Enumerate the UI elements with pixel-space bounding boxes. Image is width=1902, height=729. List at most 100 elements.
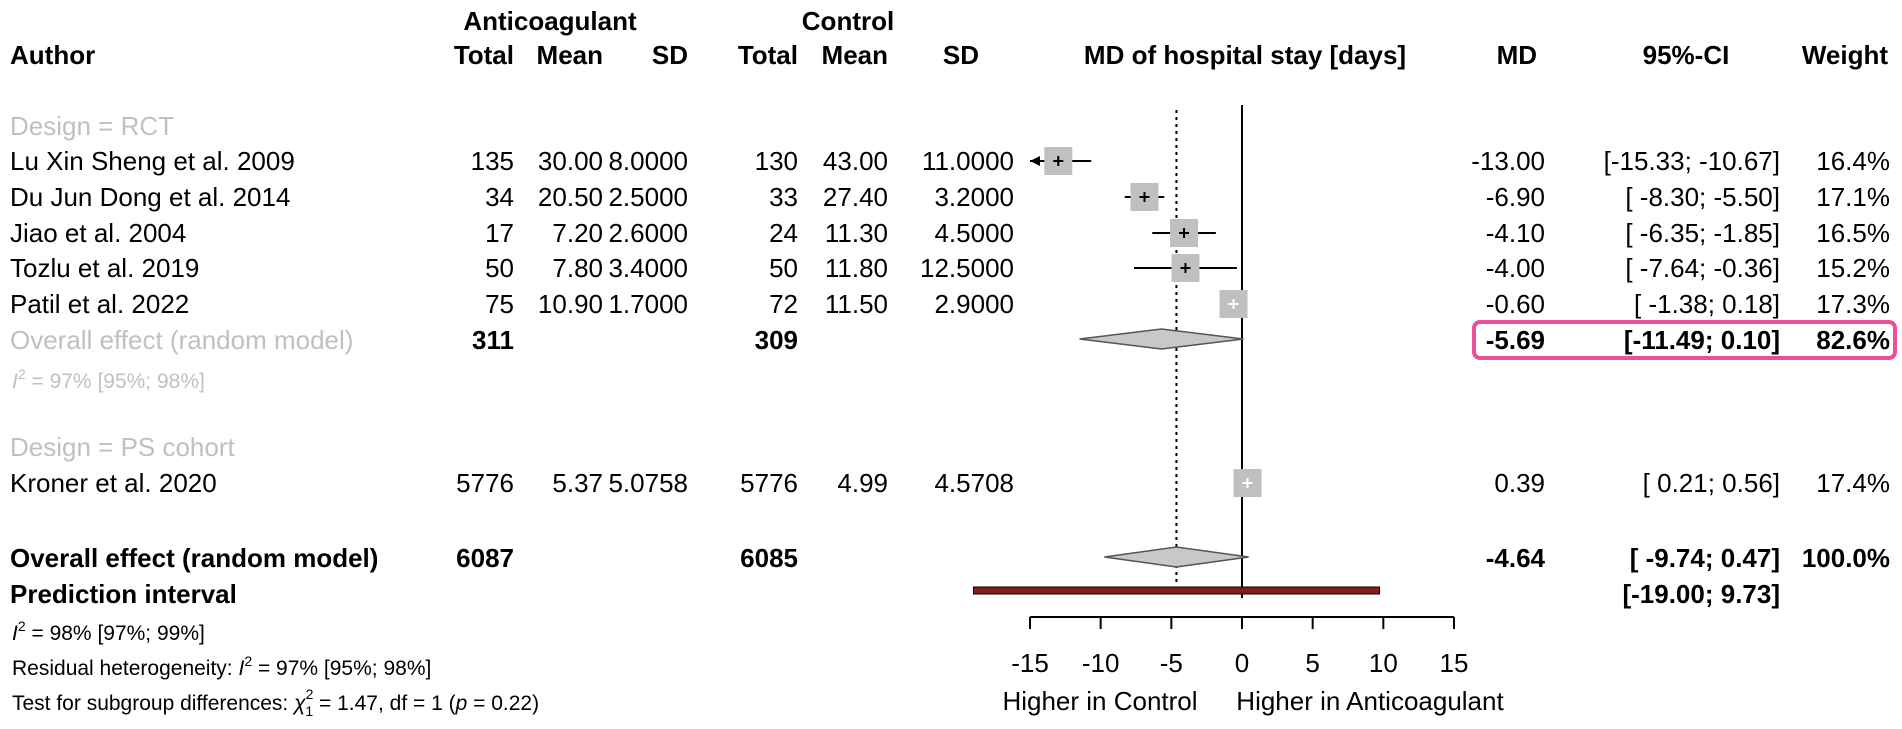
subgroup-overall-weight: 82.6% xyxy=(1816,325,1890,355)
study-ci: [ -1.38; 0.18] xyxy=(1634,289,1780,319)
overall-md: -4.64 xyxy=(1486,543,1546,573)
study-mean-anticoagulant: 30.00 xyxy=(538,146,603,176)
study-sd-control: 2.9000 xyxy=(934,289,1014,319)
footer-stats: I2 = 98% [97%; 99%] Residual heterogeneit… xyxy=(12,618,539,719)
ci-arrow xyxy=(1030,156,1040,166)
header-mean-1: Mean xyxy=(537,40,603,70)
study-author: Du Jun Dong et al. 2014 xyxy=(10,182,290,212)
header-plot-title: MD of hospital stay [days] xyxy=(1084,40,1406,70)
study-author: Kroner et al. 2020 xyxy=(10,468,217,498)
header-author: Author xyxy=(10,40,95,70)
study-weight: 16.5% xyxy=(1816,218,1890,248)
study-ci: [ -8.30; -5.50] xyxy=(1625,182,1780,212)
study-md: -0.60 xyxy=(1486,289,1545,319)
study-mean-control: 11.50 xyxy=(825,289,888,319)
study-mean-control: 43.00 xyxy=(823,146,888,176)
x-tick-label: 10 xyxy=(1369,648,1398,678)
study-total-control: 72 xyxy=(769,289,798,319)
study-mean-control: 4.99 xyxy=(837,468,888,498)
study-ci: [ -6.35; -1.85] xyxy=(1625,218,1780,248)
study-sd-anticoagulant: 8.0000 xyxy=(608,146,688,176)
x-tick-label: 15 xyxy=(1440,648,1469,678)
study-md: 0.39 xyxy=(1494,468,1545,498)
subgroup-overall-md: -5.69 xyxy=(1486,325,1545,355)
subgroup-label-rct: Design = RCT xyxy=(10,111,174,141)
study-author: Lu Xin Sheng et al. 2009 xyxy=(10,146,295,176)
header-md: MD xyxy=(1497,40,1537,70)
header-anticoagulant: Anticoagulant xyxy=(463,6,637,36)
header-sd-2: SD xyxy=(943,40,979,70)
x-label-left: Higher in Control xyxy=(1002,686,1197,716)
x-label-right: Higher in Anticoagulant xyxy=(1236,686,1504,716)
overall-total-anticoagulant: 6087 xyxy=(456,543,514,573)
study-total-anticoagulant: 17 xyxy=(485,218,514,248)
subgroup-overall-label: Overall effect (random model) xyxy=(10,325,353,355)
header-total-1: Total xyxy=(454,40,514,70)
study-ci: [-15.33; -10.67] xyxy=(1604,146,1780,176)
study-sd-anticoagulant: 2.5000 xyxy=(608,182,688,212)
subgroup-difference-test: Test for subgroup differences: χ2 1 = 1.4… xyxy=(12,686,539,719)
study-total-control: 5776 xyxy=(740,468,798,498)
column-headers: Anticoagulant Control Author Total Mean … xyxy=(10,6,1888,70)
subgroup-overall-total-anticoagulant: 311 xyxy=(472,325,514,355)
study-sd-anticoagulant: 2.6000 xyxy=(608,218,688,248)
subgroup-label-ps-cohort: Design = PS cohort xyxy=(10,432,236,462)
study-md: -6.90 xyxy=(1486,182,1545,212)
overall-heterogeneity: I2 = 98% [97%; 99%] xyxy=(12,618,205,645)
study-sd-control: 12.5000 xyxy=(920,253,1014,283)
study-author: Jiao et al. 2004 xyxy=(10,218,186,248)
study-total-anticoagulant: 135 xyxy=(471,146,514,176)
study-mean-anticoagulant: 20.50 xyxy=(538,182,603,212)
study-total-control: 33 xyxy=(769,182,798,212)
study-mean-anticoagulant: 7.80 xyxy=(552,253,603,283)
x-tick-label: -5 xyxy=(1160,648,1183,678)
overall-total-control: 6085 xyxy=(740,543,798,573)
header-weight: Weight xyxy=(1802,40,1889,70)
subgroup-overall-ci: [-11.49; 0.10] xyxy=(1624,325,1780,355)
study-total-anticoagulant: 50 xyxy=(485,253,514,283)
study-sd-control: 3.2000 xyxy=(934,182,1014,212)
x-tick-label: 0 xyxy=(1235,648,1249,678)
study-weight: 17.4% xyxy=(1816,468,1890,498)
study-total-anticoagulant: 5776 xyxy=(456,468,514,498)
study-author: Tozlu et al. 2019 xyxy=(10,253,199,283)
study-total-control: 50 xyxy=(769,253,798,283)
study-sd-control: 4.5000 xyxy=(934,218,1014,248)
study-mean-control: 27.40 xyxy=(823,182,888,212)
header-ci: 95%-CI xyxy=(1643,40,1730,70)
subgroup-overall-total-control: 309 xyxy=(755,325,798,355)
overall-label: Overall effect (random model) xyxy=(10,543,378,573)
study-mean-anticoagulant: 7.20 xyxy=(552,218,603,248)
study-md: -4.00 xyxy=(1486,253,1545,283)
x-tick-label: 5 xyxy=(1305,648,1319,678)
highlight-box xyxy=(1472,320,1897,360)
overall-ci: [ -9.74; 0.47] xyxy=(1630,543,1780,573)
study-weight: 17.1% xyxy=(1816,182,1890,212)
study-mean-control: 11.30 xyxy=(825,218,888,248)
study-total-control: 130 xyxy=(755,146,798,176)
study-ci: [ 0.21; 0.56] xyxy=(1643,468,1780,498)
subgroup-heterogeneity: I2 = 97% [95%; 98%] xyxy=(12,366,205,393)
study-mean-anticoagulant: 5.37 xyxy=(552,468,603,498)
study-mean-anticoagulant: 10.90 xyxy=(538,289,603,319)
study-weight: 15.2% xyxy=(1816,253,1890,283)
study-sd-control: 11.0000 xyxy=(922,146,1014,176)
header-control: Control xyxy=(802,6,894,36)
study-ci: [ -7.64; -0.36] xyxy=(1625,253,1780,283)
study-md: -4.10 xyxy=(1486,218,1545,248)
study-sd-anticoagulant: 1.7000 xyxy=(608,289,688,319)
study-weight: 16.4% xyxy=(1816,146,1890,176)
study-sd-anticoagulant: 5.0758 xyxy=(608,468,688,498)
header-sd-1: SD xyxy=(652,40,688,70)
prediction-interval-ci: [-19.00; 9.73] xyxy=(1622,579,1780,609)
header-mean-2: Mean xyxy=(822,40,888,70)
study-sd-control: 4.5708 xyxy=(934,468,1014,498)
prediction-interval-bar xyxy=(972,586,1381,595)
prediction-interval-label: Prediction interval xyxy=(10,579,237,609)
x-tick-label: -10 xyxy=(1082,648,1120,678)
table-rows: Design = RCT Lu Xin Sheng et al. 2009 135 3… xyxy=(10,111,1890,609)
plot-marks xyxy=(972,147,1381,595)
study-sd-anticoagulant: 3.4000 xyxy=(608,253,688,283)
subgroup-diamond xyxy=(1079,328,1244,350)
